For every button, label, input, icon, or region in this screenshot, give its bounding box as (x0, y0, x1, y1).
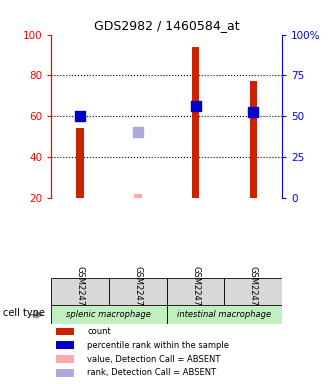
Text: percentile rank within the sample: percentile rank within the sample (87, 341, 229, 350)
Text: GSM224734: GSM224734 (191, 266, 200, 317)
Text: intestinal macrophage: intestinal macrophage (177, 310, 272, 319)
Title: GDS2982 / 1460584_at: GDS2982 / 1460584_at (94, 19, 240, 32)
Bar (192, 47, 199, 198)
Bar (56, 328, 74, 336)
Point (251, 109, 256, 115)
Text: cell type: cell type (3, 308, 45, 318)
Bar (56, 355, 74, 363)
Bar (134, 194, 142, 198)
Text: rank, Detection Call = ABSENT: rank, Detection Call = ABSENT (87, 368, 216, 377)
Text: splenic macrophage: splenic macrophage (66, 310, 151, 319)
Bar (76, 128, 84, 198)
Bar (224, 278, 282, 305)
Bar (56, 341, 74, 349)
Text: GSM224736: GSM224736 (249, 266, 258, 317)
Bar (167, 278, 224, 305)
Point (135, 129, 140, 136)
Bar (249, 81, 257, 198)
Point (193, 103, 198, 109)
Text: count: count (87, 327, 111, 336)
Bar (109, 278, 167, 305)
Text: GSM224735: GSM224735 (133, 266, 142, 317)
Text: value, Detection Call = ABSENT: value, Detection Call = ABSENT (87, 354, 221, 364)
Bar (51, 278, 109, 305)
Bar (56, 369, 74, 377)
Bar (167, 305, 282, 324)
Bar (51, 305, 167, 324)
Point (77, 113, 82, 119)
Text: GSM224733: GSM224733 (76, 266, 84, 317)
